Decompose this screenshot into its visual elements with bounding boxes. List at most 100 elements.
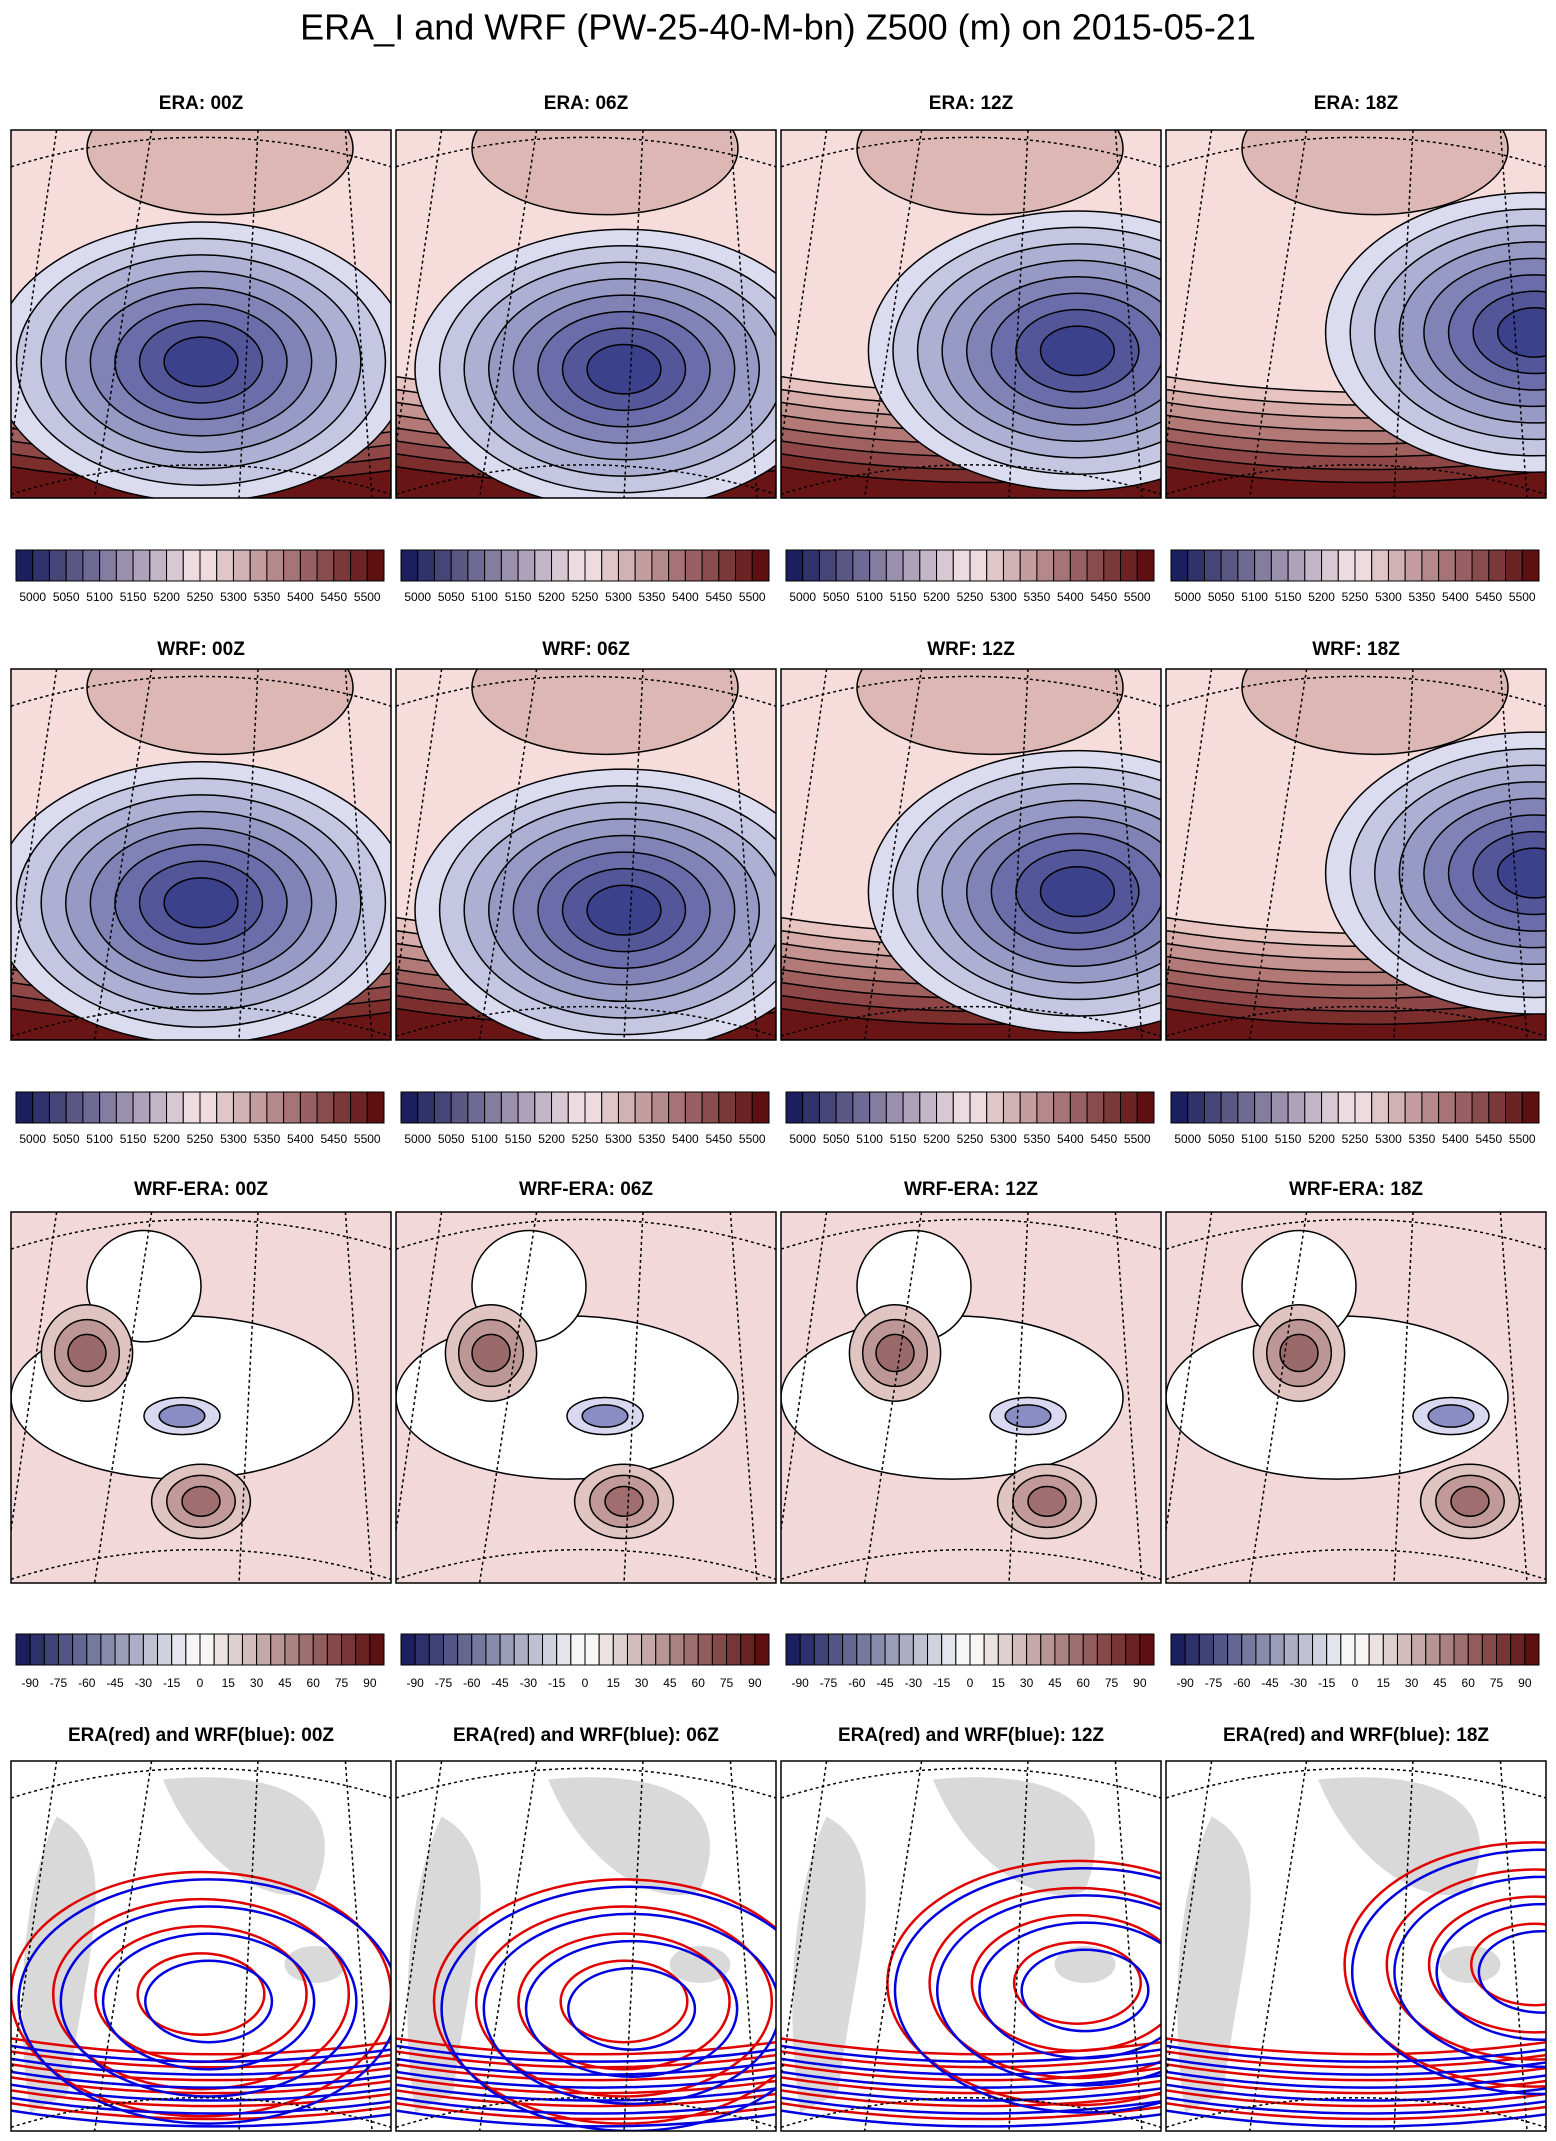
graticule <box>478 1761 538 2131</box>
graticule <box>1166 130 1213 451</box>
colorbar-label: 5350 <box>1409 590 1436 604</box>
colorbar-box <box>997 1633 1013 1666</box>
contour-fill <box>181 1485 221 1517</box>
contour-line <box>1470 1922 1546 2007</box>
colorbar-box <box>1086 549 1105 582</box>
colorbar-box <box>1019 1091 1038 1124</box>
colorbar-box <box>1297 1633 1314 1666</box>
colorbar-label: 90 <box>748 1676 762 1690</box>
colorbar-label: 5250 <box>1342 590 1369 604</box>
colorbar-box <box>283 1091 301 1124</box>
graticule <box>396 464 776 496</box>
colorbar-label: 5500 <box>739 590 766 604</box>
graticule <box>1499 130 1528 498</box>
colorbar-box <box>316 1091 335 1124</box>
colorbar-box <box>1382 1633 1398 1666</box>
colorbar-box <box>471 1633 487 1666</box>
land <box>1318 1777 1480 1896</box>
colorbar-box <box>835 549 854 582</box>
colorbar-label: 5050 <box>438 1132 465 1146</box>
contour-line <box>517 1932 731 2071</box>
colorbar-box <box>542 1633 558 1666</box>
colorbar-box <box>1220 1091 1239 1124</box>
graticule <box>781 2096 1161 2129</box>
colorbar-label: 5450 <box>320 1132 347 1146</box>
colorbar-label: 5200 <box>1308 590 1335 604</box>
graticule <box>1499 669 1528 1040</box>
colorbar-label: 5200 <box>923 590 950 604</box>
colorbar-box <box>601 549 619 582</box>
contour-fill <box>158 1404 206 1428</box>
colorbar-label: 75 <box>720 1676 734 1690</box>
graticule <box>344 1212 373 1583</box>
contour-line <box>781 2096 1161 2115</box>
colorbar-label: -45 <box>876 1676 894 1690</box>
colorbar-box <box>1103 1091 1122 1124</box>
graticule <box>1008 130 1029 498</box>
map-panel <box>781 669 1161 1040</box>
colorbar-label: 5500 <box>354 1132 381 1146</box>
colorbar-box <box>400 1091 419 1124</box>
colorbar-label: 5400 <box>1442 590 1469 604</box>
colorbar-box <box>1438 549 1456 582</box>
colorbar-box <box>1184 1633 1200 1666</box>
colorbar-box <box>1036 549 1055 582</box>
colorbar-label: 5250 <box>957 590 984 604</box>
panel-title: ERA(red) and WRF(blue): 12Z <box>838 1725 1104 1746</box>
graticule <box>1166 1212 1213 1536</box>
contour-line <box>11 2057 391 2076</box>
contour-line <box>396 2070 776 2089</box>
colorbar-box <box>1254 549 1272 582</box>
graticule <box>396 130 443 451</box>
colorbar-box <box>199 1633 215 1666</box>
colorbar-label: 5300 <box>220 1132 247 1146</box>
colorbar-box <box>182 1091 201 1124</box>
contour-line <box>1166 2096 1546 2115</box>
colorbar-box <box>1125 1633 1141 1666</box>
colorbar-label: 5050 <box>53 1132 80 1146</box>
colorbar-label: 60 <box>692 1676 706 1690</box>
contour-line <box>11 2102 391 2121</box>
colorbar-box <box>166 1091 184 1124</box>
contour-line <box>11 2089 391 2108</box>
colorbar-box <box>969 549 988 582</box>
colorbar-label: 5200 <box>538 1132 565 1146</box>
colorbar-box <box>869 1091 887 1124</box>
colorbar-label: 0 <box>967 1676 974 1690</box>
colorbar-box <box>1227 1633 1243 1666</box>
graticule <box>1166 464 1546 496</box>
land <box>22 1816 96 2113</box>
graticule <box>729 130 758 498</box>
contour-line <box>11 2063 391 2082</box>
panel-frame <box>395 668 777 1041</box>
colorbar-label: 5200 <box>153 1132 180 1146</box>
colorbar-box <box>428 1633 444 1666</box>
colorbar-label: 5500 <box>1124 590 1151 604</box>
colorbar-box <box>669 1633 685 1666</box>
graticule <box>1393 669 1414 1040</box>
contour-line <box>1166 2076 1546 2095</box>
colorbar-label: 5100 <box>1241 590 1268 604</box>
graticule <box>781 1218 1161 1250</box>
graticule <box>1393 130 1414 498</box>
colorbar-box <box>1510 1633 1526 1666</box>
colorbar-label: 15 <box>992 1676 1006 1690</box>
colorbar-label: 60 <box>1462 1676 1476 1690</box>
colorbar-box <box>517 549 536 582</box>
graticule <box>863 1761 923 2131</box>
colorbar-box <box>485 1633 501 1666</box>
contour-line <box>1343 1841 1546 2088</box>
graticule <box>1248 130 1308 498</box>
contour-line <box>781 2083 1161 2102</box>
colorbar-box <box>32 549 50 582</box>
colorbar-box <box>697 1633 713 1666</box>
colorbar-box <box>735 549 753 582</box>
graticule <box>781 130 828 451</box>
colorbar-box <box>842 1633 858 1666</box>
colorbar-box <box>1304 549 1323 582</box>
colorbar-box <box>1011 1633 1028 1666</box>
contour-fill <box>1004 1404 1052 1428</box>
colorbar-box <box>1371 1091 1389 1124</box>
colorbar-box <box>266 1091 285 1124</box>
graticule <box>93 669 153 1040</box>
